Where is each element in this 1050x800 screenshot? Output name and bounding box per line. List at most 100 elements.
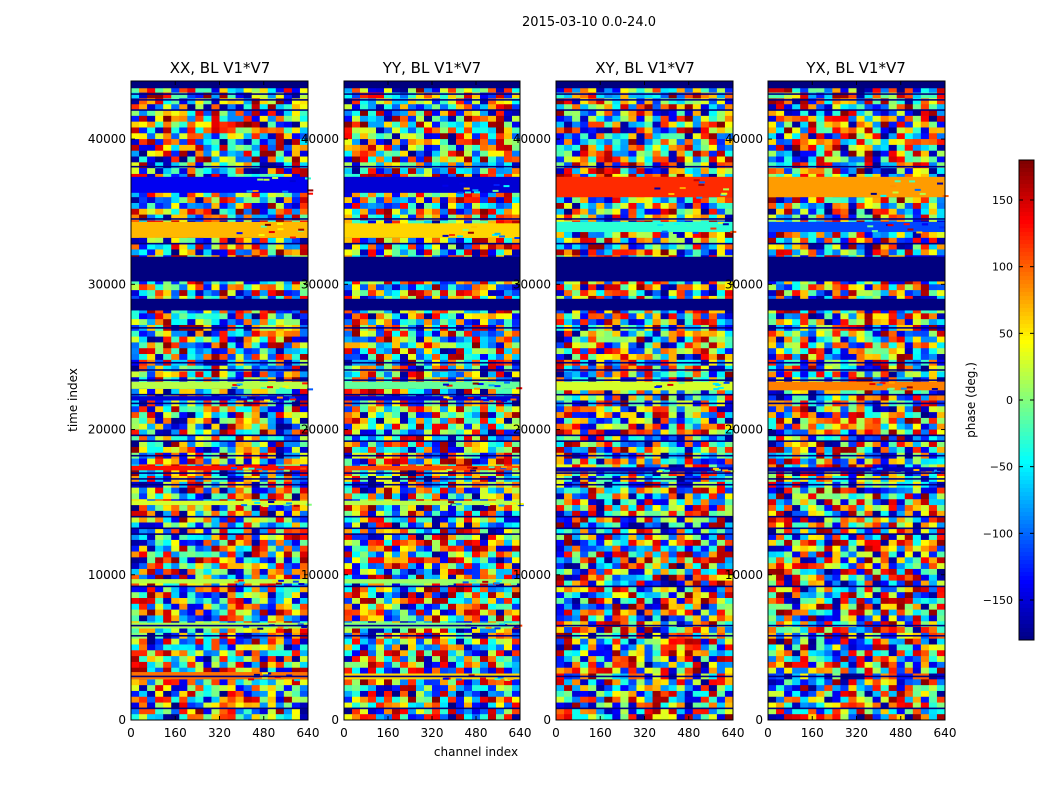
heatmap-cell <box>163 371 172 378</box>
heatmap-cell <box>267 342 277 349</box>
heatmap-cell <box>376 574 385 581</box>
heatmap-cell <box>400 661 409 669</box>
heatmap-cell <box>307 189 314 192</box>
heatmap-cell <box>259 121 269 128</box>
heatmap-cell <box>187 644 196 651</box>
heatmap-cell <box>352 696 361 703</box>
heatmap-cell <box>504 319 513 326</box>
heatmap-cell <box>241 504 248 507</box>
heatmap-cell <box>163 696 172 703</box>
heatmap-cell <box>171 348 180 355</box>
heatmap-cell <box>268 501 275 504</box>
heatmap-cell <box>131 284 140 291</box>
heatmap-cell <box>195 702 204 709</box>
heatmap-cell <box>235 539 245 547</box>
heatmap-cell <box>400 644 409 651</box>
heatmap-cell <box>472 284 481 291</box>
heatmap-cell <box>275 214 285 221</box>
heatmap-cell <box>179 191 188 198</box>
heatmap-cell <box>488 98 497 105</box>
heatmap-cell <box>368 708 377 715</box>
heatmap-cell <box>432 702 441 709</box>
heatmap-cell <box>139 249 148 256</box>
heatmap-cell <box>392 313 401 320</box>
heatmap-cell <box>283 336 293 343</box>
heatmap-cell <box>448 144 457 152</box>
heatmap-cell <box>301 626 308 629</box>
heatmap-cell <box>227 110 236 117</box>
heatmap-cell <box>179 696 188 703</box>
heatmap-xx <box>131 81 314 721</box>
heatmap-cell <box>179 319 188 326</box>
heatmap-cell <box>139 98 148 105</box>
heatmap-cell <box>171 243 180 250</box>
heatmap-cell <box>211 522 220 529</box>
heatmap-cell <box>195 493 204 500</box>
heatmap-cell <box>512 551 521 558</box>
heatmap-cell <box>368 592 377 599</box>
heatmap-cell <box>416 714 425 721</box>
heatmap-cell <box>272 176 279 179</box>
heatmap-cell <box>464 603 473 611</box>
heatmap-cell <box>211 406 220 413</box>
heatmap-cell <box>187 429 196 436</box>
heatmap-cell <box>187 92 196 99</box>
heatmap-cell <box>163 278 172 285</box>
heatmap-cell <box>276 396 283 399</box>
heatmap-cell <box>392 586 401 593</box>
heatmap-cell <box>283 330 293 337</box>
heatmap-cell <box>360 214 369 221</box>
heatmap-cell <box>251 574 261 581</box>
heatmap-cell <box>259 290 269 297</box>
heatmap-cell <box>512 86 521 94</box>
heatmap-cell <box>139 487 148 494</box>
heatmap-cell <box>480 586 489 593</box>
heatmap-cell <box>384 354 393 361</box>
heatmap-cell <box>187 714 196 721</box>
heatmap-cell <box>456 487 465 494</box>
heatmap-cell <box>504 156 513 163</box>
heatmap-cell <box>352 319 361 326</box>
heatmap-cell <box>392 696 401 703</box>
heatmap-cell <box>440 615 449 622</box>
heatmap-cell <box>227 290 236 297</box>
heatmap-cell <box>432 441 441 448</box>
heatmap-cell <box>291 528 301 535</box>
heatmap-cell <box>291 249 301 256</box>
heatmap-cell <box>480 197 489 204</box>
heatmap-cell <box>360 371 369 378</box>
heatmap-cell <box>344 162 353 169</box>
heatmap-cell <box>368 406 377 413</box>
heatmap-cell <box>472 406 481 413</box>
heatmap-cell <box>464 133 473 140</box>
heatmap-cell <box>211 568 220 576</box>
heatmap-cell <box>243 441 253 448</box>
heatmap-cell <box>211 307 220 314</box>
heatmap-cell <box>275 609 285 616</box>
heatmap-cell <box>456 679 465 686</box>
heatmap-cell <box>400 714 409 721</box>
heatmap-cell <box>187 290 196 297</box>
heatmap-cell <box>131 348 140 355</box>
heatmap-cell <box>472 557 481 564</box>
y-tick-label: 0 <box>118 713 126 727</box>
heatmap-cell <box>464 243 473 250</box>
heatmap-cell <box>195 144 204 152</box>
heatmap-cell <box>448 86 457 94</box>
heatmap-cell <box>512 603 521 611</box>
heatmap-cell <box>179 580 188 587</box>
heatmap-cell <box>448 696 457 703</box>
heatmap-cell <box>440 191 449 198</box>
heatmap-cell <box>368 156 377 163</box>
heatmap-cell <box>283 598 293 605</box>
heatmap-cell <box>163 446 172 454</box>
heatmap-cell <box>131 510 140 518</box>
heatmap-cell <box>243 667 253 674</box>
heatmap-cell <box>259 690 269 698</box>
heatmap-cell <box>139 441 148 448</box>
heatmap-cell <box>384 702 393 709</box>
heatmap-cell <box>264 399 271 402</box>
heatmap-cell <box>448 609 457 616</box>
heatmap-cell <box>408 121 417 128</box>
heatmap-cell <box>195 539 204 547</box>
